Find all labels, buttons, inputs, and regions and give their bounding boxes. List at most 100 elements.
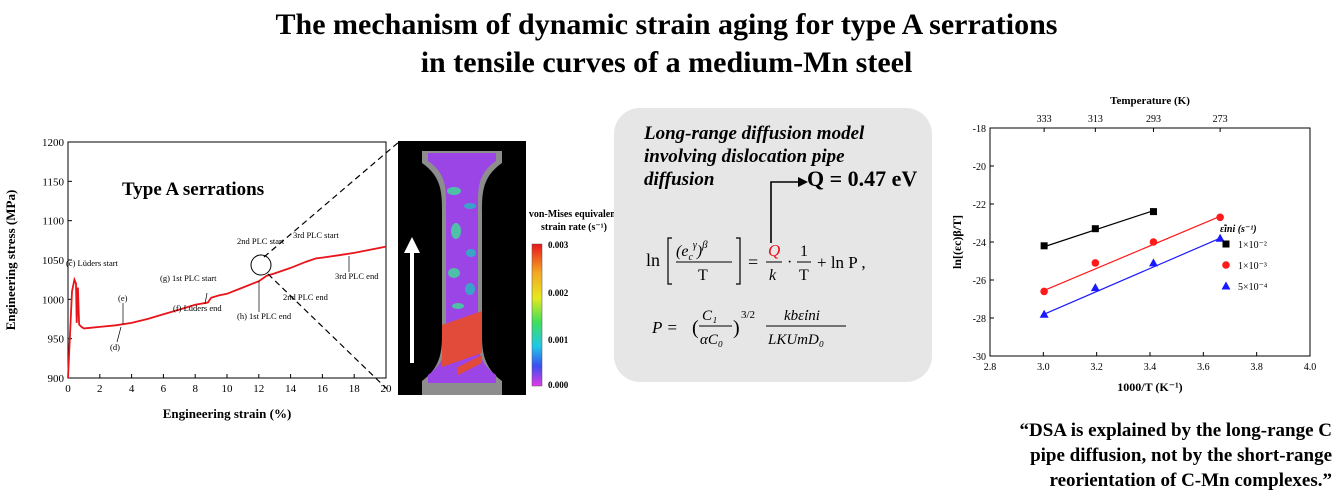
model-title-line-2: involving dislocation pipe xyxy=(644,146,845,167)
model-equations: ln (ecγ)β T = Q k · 1 T + ln P , P = ( C… xyxy=(646,237,866,348)
data-point-square xyxy=(1149,208,1157,216)
strain-patch xyxy=(464,203,476,209)
data-point-circle xyxy=(1040,287,1048,296)
colorbar-gradient xyxy=(531,243,543,387)
arrow-head xyxy=(404,237,420,253)
data-point-square xyxy=(1222,240,1230,248)
annotation-2nd-plc-end: 2nd PLC end xyxy=(283,292,329,302)
x-tick-label: 20 xyxy=(381,383,393,395)
x-tick-label: 3.6 xyxy=(1197,362,1210,373)
x-tick-label: 12 xyxy=(253,383,264,395)
x-tick-label: 3.2 xyxy=(1090,362,1103,373)
arrhenius-top-ticks: 333 313 293 273 xyxy=(1037,114,1228,132)
strain-patch xyxy=(466,249,476,257)
x-tick-label: 2 xyxy=(97,383,103,395)
annotation-c-luders-start: (c) Lüders start xyxy=(66,258,119,268)
stress-strain-y-ticks: 900 950 1000 1050 1100 1150 1200 xyxy=(42,137,72,385)
annotation-f-luders-end: (f) Lüders end xyxy=(173,303,222,313)
stress-strain-chart: 0 2 4 6 8 10 12 14 16 18 20 900 950 1000 1050 1100 1150… xyxy=(3,137,392,421)
y-tick-label: 1100 xyxy=(42,216,64,228)
colorbar-tick-label: 0.003 xyxy=(548,240,569,250)
type-a-serrations-label: Type A serrations xyxy=(122,179,264,200)
strain-patch xyxy=(448,268,460,278)
x-tick-label: 10 xyxy=(222,383,234,395)
x-tick-label: 16 xyxy=(317,383,329,395)
fit-line-series-1 xyxy=(1043,215,1221,292)
stress-strain-curve xyxy=(67,245,387,379)
data-point-triangle xyxy=(1090,283,1100,292)
eq1-left-bracket xyxy=(667,237,672,285)
figure-title: The mechanism of dynamic strain aging fo… xyxy=(0,6,1333,82)
y-tick-label: -18 xyxy=(973,124,986,135)
annotation-d: (d) xyxy=(110,342,120,352)
data-point-triangle xyxy=(1221,281,1231,290)
legend-entry-label: 1×10⁻³ xyxy=(1238,261,1267,272)
top-tick-label: 333 xyxy=(1037,114,1052,125)
eq1-tail: + ln P , xyxy=(817,253,866,272)
arrhenius-series xyxy=(1039,208,1225,318)
annotation-3rd-plc-end: 3rd PLC end xyxy=(335,271,379,281)
eq2-c1: C₁ xyxy=(702,308,717,324)
red-band xyxy=(458,355,482,375)
x-tick-label: 3.0 xyxy=(1037,362,1050,373)
eq1-right-bracket xyxy=(736,237,741,285)
colorbar: 0.003 0.002 0.001 0.000 xyxy=(531,240,569,390)
top-tick-label: 313 xyxy=(1088,114,1103,125)
model-title: Long-range diffusion model involving dis… xyxy=(644,122,924,191)
fit-line-series-2 xyxy=(1043,237,1221,315)
pointer-d xyxy=(116,326,122,343)
quote-line-3: reorientation of C-Mn complexes.” xyxy=(1049,470,1332,491)
stress-strain-y-label: Engineering stress (MPa) xyxy=(3,190,18,331)
colorbar-tick-label: 0.000 xyxy=(548,380,569,390)
eq2-lhs: P = xyxy=(651,318,678,337)
legend-title: ε̇ini (s⁻¹) xyxy=(1220,224,1257,235)
data-point-square xyxy=(1040,242,1048,250)
stress-strain-x-ticks: 0 2 4 6 8 10 12 14 16 18 20 xyxy=(65,374,392,395)
data-point-circle xyxy=(1091,259,1100,267)
data-point-circle xyxy=(1216,213,1224,222)
eq1-one: 1 xyxy=(800,243,808,260)
colorbar-title: von-Mises equivalent strain rate (s⁻¹) xyxy=(526,208,622,234)
annotation-2nd-plc-start: 2nd PLC start xyxy=(237,236,285,246)
eq1-dot: · xyxy=(787,254,792,271)
eq2-ac0: αC₀ xyxy=(700,332,723,348)
x-tick-label: 4 xyxy=(129,383,135,395)
eq1-k: k xyxy=(769,267,777,284)
x-tick-label: 14 xyxy=(285,383,297,395)
top-tick-label: 293 xyxy=(1146,114,1161,125)
arrhenius-y-ticks: -30 -28 -26 -24 -22 -20 -18 xyxy=(973,124,994,363)
title-line-2: in tensile curves of a medium-Mn steel xyxy=(420,46,913,79)
y-tick-label: -24 xyxy=(973,238,986,249)
y-tick-label: 950 xyxy=(48,334,65,346)
legend-entry-label: 1×10⁻² xyxy=(1238,240,1267,251)
x-tick-label: 3.4 xyxy=(1144,362,1157,373)
model-title-line-1: Long-range diffusion model xyxy=(644,123,865,144)
annotation-h-1st-plc-end: (h) 1st PLC end xyxy=(237,311,292,321)
eq1-rhs-t: T xyxy=(799,267,809,284)
eq1-q-symbol: Q xyxy=(768,241,780,260)
stress-strain-x-label: Engineering strain (%) xyxy=(163,406,292,421)
activation-energy-result: Q = 0.47 eV xyxy=(807,166,918,191)
quote-line-2: pipe diffusion, not by the short-range xyxy=(1030,445,1332,466)
y-tick-label: 1200 xyxy=(42,137,65,149)
x-tick-label: 18 xyxy=(349,383,361,395)
conclusion-quote: “DSA is explained by the long-range C pi… xyxy=(752,418,1332,493)
arrhenius-x-ticks: 2.8 3.0 3.2 3.4 3.6 3.8 4.0 xyxy=(984,352,1316,373)
arrhenius-top-label: Temperature (K) xyxy=(1110,95,1190,107)
eq2-close-paren: ) xyxy=(733,317,740,339)
arrhenius-x-label: 1000/T (K⁻¹) xyxy=(1117,380,1182,394)
top-tick-label: 273 xyxy=(1213,114,1228,125)
data-point-square xyxy=(1091,225,1099,233)
eq2-exponent: 3/2 xyxy=(741,309,755,321)
colorbar-tick-label: 0.001 xyxy=(548,335,569,345)
arrhenius-chart: Temperature (K) 333 313 293 273 2.8 3.0 3.2 3.… xyxy=(950,95,1316,394)
eq1-numerator: (ecγ)β xyxy=(676,239,708,263)
legend-entry-label: 5×10⁻⁴ xyxy=(1238,282,1268,293)
annotation-e: (e) xyxy=(118,293,128,303)
colorbar-tick-label: 0.002 xyxy=(548,288,569,298)
x-tick-label: 0 xyxy=(65,383,71,395)
strain-field xyxy=(428,153,496,383)
y-tick-label: 1050 xyxy=(42,255,65,267)
x-tick-label: 8 xyxy=(192,383,198,395)
arrhenius-y-label: ln[(εc)β/T] xyxy=(950,215,964,269)
